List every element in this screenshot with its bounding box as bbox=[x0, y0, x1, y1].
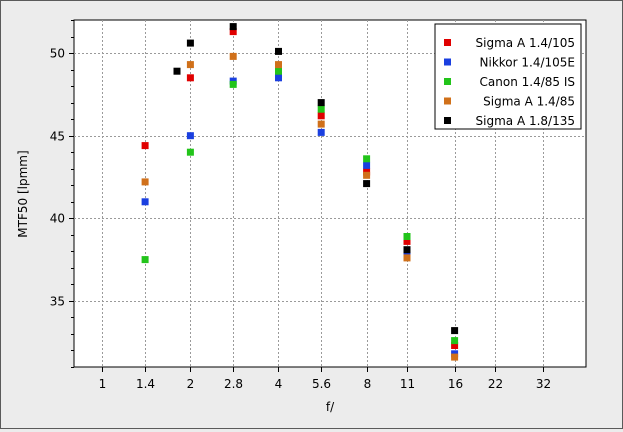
data-point bbox=[403, 237, 411, 245]
x-tick-label: 11 bbox=[400, 377, 415, 391]
axis-ticks: 1 1.4 2 2.8 4 5.6 8 11 16 22 32 35 40 45 50 bbox=[50, 20, 551, 391]
data-point bbox=[403, 254, 411, 262]
data-point bbox=[363, 161, 371, 169]
legend-marker bbox=[444, 39, 451, 46]
data-point bbox=[363, 171, 371, 179]
data-point bbox=[451, 337, 459, 345]
data-point bbox=[141, 178, 149, 186]
data-point bbox=[317, 112, 325, 120]
data-point bbox=[141, 198, 149, 206]
y-tick-label: 50 bbox=[50, 47, 65, 61]
legend-label: Sigma A 1.4/85 bbox=[483, 95, 575, 109]
legend-marker bbox=[444, 78, 451, 85]
data-point bbox=[275, 67, 282, 75]
data-point bbox=[363, 155, 371, 163]
data-point bbox=[403, 246, 411, 254]
data-point bbox=[275, 61, 282, 69]
data-point bbox=[275, 74, 282, 82]
data-point bbox=[317, 99, 325, 107]
data-point bbox=[317, 128, 325, 136]
legend-label: Sigma A 1.8/135 bbox=[476, 114, 575, 128]
data-points bbox=[141, 23, 459, 361]
data-point bbox=[317, 120, 325, 128]
x-tick-label: 1 bbox=[99, 377, 107, 391]
legend-label: Sigma A 1.4/105 bbox=[476, 36, 575, 50]
data-point bbox=[317, 105, 325, 113]
x-tick-label: 8 bbox=[364, 377, 372, 391]
x-tick-label: 2.8 bbox=[224, 377, 243, 391]
data-point bbox=[186, 148, 194, 156]
legend: Sigma A 1.4/105 Nikkor 1.4/105E Canon 1.4/… bbox=[434, 23, 582, 130]
x-tick-label: 4 bbox=[275, 377, 283, 391]
data-point bbox=[229, 23, 237, 31]
x-tick-label: 1.4 bbox=[136, 377, 155, 391]
y-axis-label: MTF50 [lpmm] bbox=[16, 150, 30, 237]
legend-marker bbox=[444, 117, 451, 124]
x-tick-label: 22 bbox=[488, 377, 503, 391]
x-tick-label: 32 bbox=[536, 377, 551, 391]
y-tick-label: 35 bbox=[50, 295, 65, 309]
data-point bbox=[403, 233, 411, 240]
data-point bbox=[451, 342, 459, 349]
data-point bbox=[275, 47, 282, 55]
data-point bbox=[141, 142, 149, 150]
data-point bbox=[451, 353, 459, 361]
legend-marker bbox=[444, 97, 451, 105]
x-tick-label: 2 bbox=[187, 377, 195, 391]
data-point bbox=[141, 256, 149, 264]
x-tick-label: 5.6 bbox=[312, 377, 331, 391]
legend-box bbox=[434, 23, 582, 130]
data-point bbox=[363, 180, 371, 188]
legend-label: Canon 1.4/85 IS bbox=[480, 75, 575, 89]
data-point bbox=[186, 39, 194, 47]
data-point bbox=[173, 67, 181, 75]
x-axis-label: f/ bbox=[326, 400, 335, 414]
data-point bbox=[186, 132, 194, 140]
data-point bbox=[186, 74, 194, 82]
data-point bbox=[229, 28, 237, 36]
y-tick-label: 40 bbox=[50, 212, 65, 226]
data-point bbox=[229, 80, 237, 88]
data-point bbox=[451, 327, 459, 335]
x-tick-label: 16 bbox=[448, 377, 463, 391]
legend-marker bbox=[444, 58, 451, 66]
y-tick-label: 45 bbox=[50, 130, 65, 144]
legend-label: Nikkor 1.4/105E bbox=[480, 56, 575, 70]
data-point bbox=[229, 52, 237, 60]
data-point bbox=[186, 61, 194, 69]
